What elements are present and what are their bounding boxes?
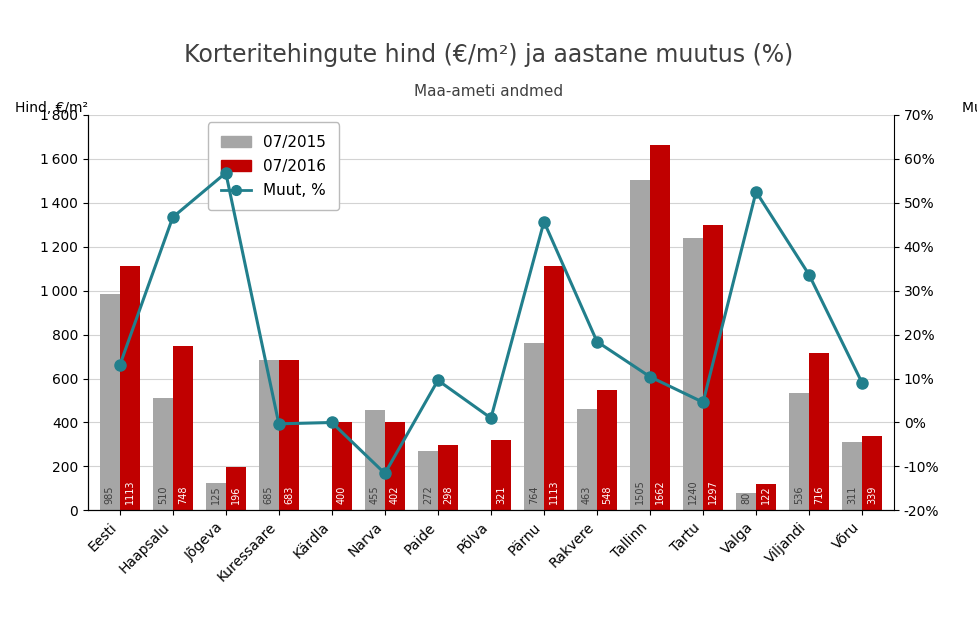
Text: Korteritehingute hind (€/m²) ja aastane muutus (%): Korteritehingute hind (€/m²) ja aastane … [184,43,793,67]
Text: 455: 455 [370,485,380,504]
Bar [438,445,458,510]
Text: 402: 402 [390,486,400,504]
Text: 764: 764 [529,486,539,504]
Bar [332,422,352,510]
Text: 339: 339 [868,486,877,504]
Text: 536: 536 [794,486,804,504]
Text: 1662: 1662 [656,479,665,504]
Bar [120,266,140,510]
Bar [173,346,192,510]
Text: 1240: 1240 [688,479,698,504]
Bar [809,353,829,510]
Text: 463: 463 [582,486,592,504]
Bar [259,360,278,510]
Text: 1113: 1113 [549,479,559,504]
Text: 1113: 1113 [125,479,135,504]
Bar [152,398,173,510]
Bar [100,294,120,510]
Bar [364,410,385,510]
Text: 196: 196 [231,486,241,504]
Text: 125: 125 [211,485,221,504]
Text: 1505: 1505 [635,479,645,504]
Bar [491,440,511,510]
Bar [418,450,438,510]
Bar [862,436,882,510]
Text: 510: 510 [157,486,168,504]
Text: 122: 122 [761,485,771,504]
Bar [597,390,617,510]
Legend: 07/2015, 07/2016, Muut, %: 07/2015, 07/2016, Muut, % [208,122,339,211]
Text: 80: 80 [741,491,751,504]
Bar [205,483,226,510]
Bar [736,493,756,510]
Text: Muut, %: Muut, % [962,101,977,115]
Bar [650,145,670,510]
Text: 685: 685 [264,486,274,504]
Text: 683: 683 [284,486,294,504]
Bar [703,225,723,510]
Bar [524,343,544,510]
Text: 311: 311 [847,486,857,504]
Text: 272: 272 [423,485,433,504]
Text: 748: 748 [178,486,188,504]
Bar [683,238,703,510]
Text: Hind, €/m²: Hind, €/m² [16,101,88,115]
Bar [544,266,564,510]
Bar [756,484,777,510]
Bar [630,180,650,510]
Text: 298: 298 [443,486,453,504]
Bar [789,392,809,510]
Bar [385,422,405,510]
Bar [576,409,597,510]
Text: 985: 985 [105,486,114,504]
Bar [842,442,862,510]
Text: 716: 716 [814,486,825,504]
Text: 548: 548 [602,486,612,504]
Text: 1297: 1297 [708,479,718,504]
Text: 321: 321 [496,486,506,504]
Text: Maa-ameti andmed: Maa-ameti andmed [414,84,563,99]
Bar [226,467,246,510]
Text: 400: 400 [337,486,347,504]
Bar [278,360,299,510]
